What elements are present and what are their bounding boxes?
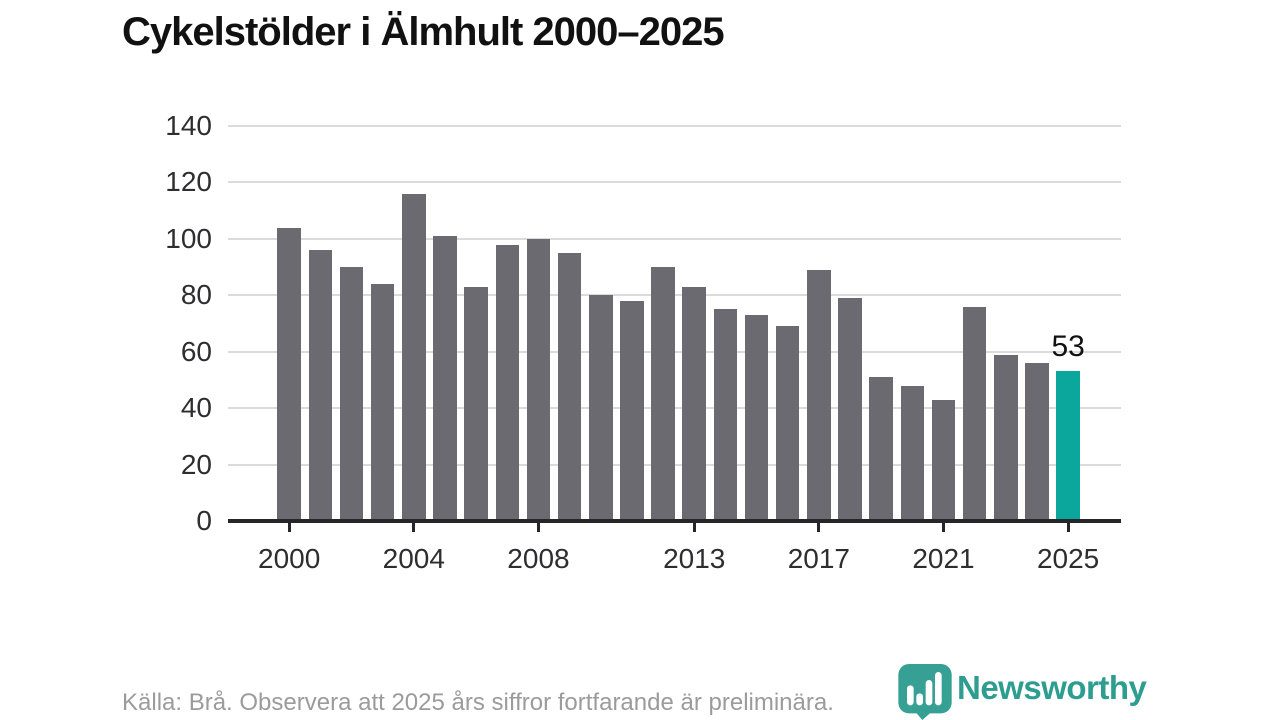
- y-tick-label: 20: [180, 448, 212, 480]
- bar-2000: [277, 227, 301, 521]
- bar-2008: [526, 238, 551, 521]
- bar-2021: [931, 399, 956, 521]
- bar-2010: [589, 295, 613, 521]
- bar-2018: [838, 298, 862, 521]
- x-tick-label: 2021: [912, 543, 975, 574]
- bar-2013: [682, 286, 706, 521]
- x-tick: [817, 523, 821, 532]
- x-tick-label: 2000: [258, 543, 321, 574]
- x-tick: [412, 523, 416, 532]
- gridline: [228, 125, 1121, 127]
- y-tick-label: 40: [180, 392, 212, 424]
- source-note: Källa: Brå. Observera att 2025 års siffr…: [122, 689, 834, 716]
- y-tick-label: 80: [180, 279, 212, 311]
- bar-2014: [713, 309, 738, 521]
- x-tick-label: 2013: [663, 543, 726, 574]
- x-tick: [1066, 523, 1070, 532]
- bar-2012: [651, 267, 675, 521]
- bar-2006: [464, 286, 488, 521]
- y-tick-label: 100: [165, 222, 212, 254]
- x-tick-label: 2025: [1036, 543, 1100, 574]
- x-tick-label: 2004: [382, 543, 445, 574]
- bar-2009: [557, 252, 582, 521]
- bar-2019: [869, 377, 893, 521]
- bar-2020: [900, 385, 925, 521]
- bar-2005: [433, 236, 457, 521]
- bar-2016: [775, 326, 800, 521]
- bar-2017: [807, 269, 831, 521]
- bar-2025-highlighted: [1056, 371, 1080, 521]
- x-tick: [536, 523, 540, 532]
- newsworthy-logo-icon: [898, 664, 952, 720]
- bar-2023: [994, 354, 1018, 521]
- bar-2024: [1025, 363, 1049, 521]
- y-tick-label: 120: [165, 166, 212, 198]
- bar-2022: [962, 306, 987, 521]
- y-tick-label: 60: [180, 335, 212, 367]
- x-tick: [692, 523, 696, 532]
- x-tick: [287, 523, 291, 532]
- y-tick-label: 0: [196, 505, 212, 536]
- newsworthy-logo: Newsworthy: [898, 664, 1147, 720]
- chart-title: Cykelstölder i Älmhult 2000–2025: [122, 10, 725, 54]
- gridline: [228, 237, 1121, 240]
- bar-2001: [308, 250, 333, 521]
- bar-2003: [370, 284, 395, 521]
- x-axis-line: [228, 519, 1121, 523]
- bar-2002: [339, 267, 364, 521]
- bar-2011: [620, 300, 644, 521]
- x-tick-label: 2008: [507, 543, 570, 574]
- bar-2015: [744, 315, 769, 521]
- gridline: [228, 181, 1121, 184]
- bar-value-label: 53: [1051, 330, 1085, 364]
- x-tick: [941, 523, 945, 532]
- bar-2007: [495, 244, 520, 521]
- bar-2004: [402, 193, 426, 521]
- y-tick-label: 140: [165, 110, 212, 141]
- x-tick-label: 2017: [787, 543, 850, 574]
- newsworthy-wordmark: Newsworthy: [957, 669, 1147, 706]
